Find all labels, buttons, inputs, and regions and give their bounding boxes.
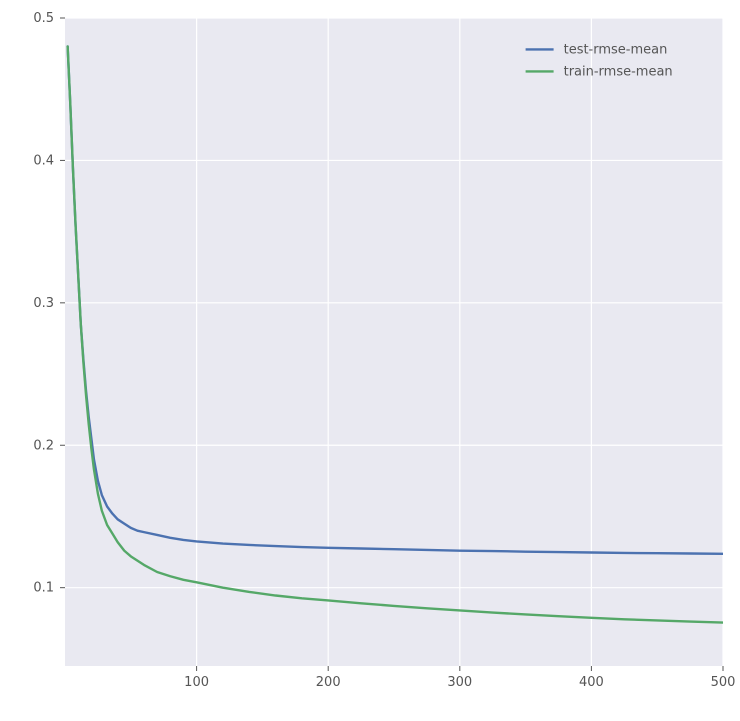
legend-label: train-rmse-mean bbox=[564, 64, 673, 79]
line-chart: 100 200 300 400 500 0.1 0.2 0.3 0.4 0.5 test-rmse-… bbox=[0, 0, 740, 721]
x-tick-label: 500 bbox=[711, 675, 736, 690]
y-tick-label: 0.1 bbox=[33, 581, 54, 596]
plot-area bbox=[65, 18, 723, 666]
y-tick-label: 0.4 bbox=[33, 153, 54, 168]
x-tick-label: 400 bbox=[579, 675, 604, 690]
chart-svg: 100 200 300 400 500 0.1 0.2 0.3 0.4 0.5 test-rmse-… bbox=[0, 0, 740, 721]
y-tick-label: 0.2 bbox=[33, 438, 54, 453]
x-tick-label: 200 bbox=[316, 675, 341, 690]
x-tick-label: 100 bbox=[184, 675, 209, 690]
legend-label: test-rmse-mean bbox=[564, 42, 668, 57]
y-tick-label: 0.5 bbox=[33, 11, 54, 26]
x-tick-label: 300 bbox=[447, 675, 472, 690]
y-tick-label: 0.3 bbox=[33, 296, 54, 311]
